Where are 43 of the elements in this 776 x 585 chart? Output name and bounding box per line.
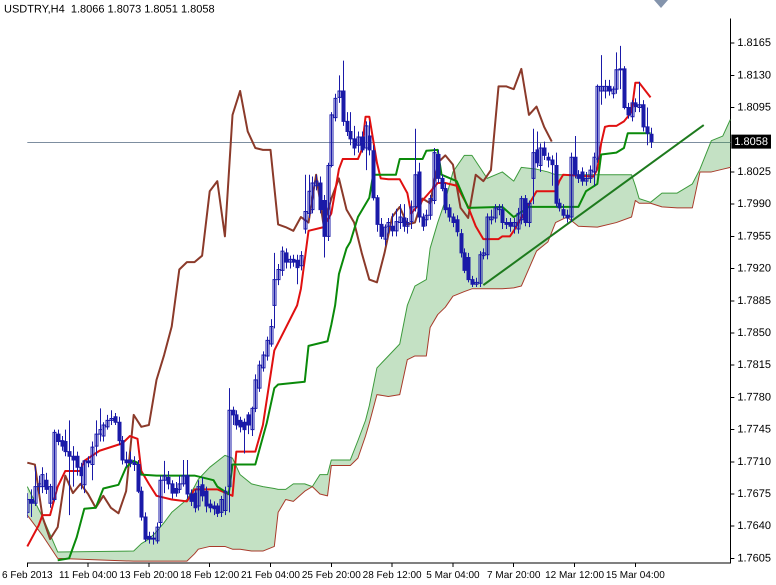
candlestick bbox=[494, 204, 498, 224]
y-tick-label: 1.7745 bbox=[737, 424, 772, 436]
x-tick-label: 21 Feb 04:00 bbox=[241, 570, 300, 581]
x-tick-label: 7 Mar 20:00 bbox=[487, 570, 541, 581]
y-tick-label: 1.7885 bbox=[737, 294, 772, 307]
x-tick-label: 13 Feb 20:00 bbox=[119, 570, 179, 581]
candlestick bbox=[228, 388, 232, 513]
y-tick-label: 1.7920 bbox=[737, 262, 772, 275]
x-tick-label: 15 Mar 04:00 bbox=[606, 570, 666, 581]
candlestick bbox=[364, 120, 368, 171]
y-tick-label: 1.7710 bbox=[737, 456, 772, 468]
ref-line-label: 1.8058 bbox=[734, 136, 768, 148]
y-tick-label: 1.8025 bbox=[737, 166, 772, 178]
y-tick-label: 1.7990 bbox=[737, 198, 772, 210]
candlestick bbox=[478, 250, 482, 288]
x-tick-label: 6 Feb 2013 bbox=[2, 570, 54, 581]
x-tick-label: 25 Feb 20:00 bbox=[302, 570, 362, 581]
candlestick bbox=[394, 208, 398, 237]
x-tick-label: 5 Mar 04:00 bbox=[426, 570, 480, 581]
x-tick-label: 12 Mar 12:00 bbox=[545, 570, 604, 581]
candlestick bbox=[110, 410, 114, 426]
x-tick-label: 28 Feb 12:00 bbox=[362, 570, 422, 581]
chart-title: USDTRY,H4 1.8066 1.8073 1.8051 1.8058 bbox=[4, 4, 215, 16]
y-tick-label: 1.7640 bbox=[737, 520, 772, 532]
y-tick-label: 1.7605 bbox=[737, 552, 772, 564]
x-tick-label: 11 Feb 04:00 bbox=[59, 570, 118, 581]
candlestick bbox=[40, 466, 44, 494]
y-tick-label: 1.7675 bbox=[737, 488, 772, 500]
candlestick bbox=[82, 459, 86, 494]
y-tick-label: 1.8165 bbox=[737, 37, 772, 50]
y-tick-label: 1.7955 bbox=[737, 230, 772, 242]
candlestick bbox=[196, 480, 200, 512]
x-tick-label: 18 Feb 12:00 bbox=[180, 570, 240, 581]
candlestick bbox=[304, 174, 308, 234]
candlestick bbox=[310, 176, 314, 214]
y-tick-label: 1.8130 bbox=[737, 69, 772, 82]
y-tick-label: 1.7815 bbox=[737, 359, 772, 372]
y-tick-label: 1.7780 bbox=[737, 391, 772, 404]
y-tick-label: 1.8095 bbox=[737, 102, 772, 114]
candlestick bbox=[630, 100, 634, 122]
candlestick bbox=[486, 212, 490, 260]
y-tick-label: 1.7850 bbox=[737, 326, 772, 339]
candlestick bbox=[288, 255, 292, 270]
